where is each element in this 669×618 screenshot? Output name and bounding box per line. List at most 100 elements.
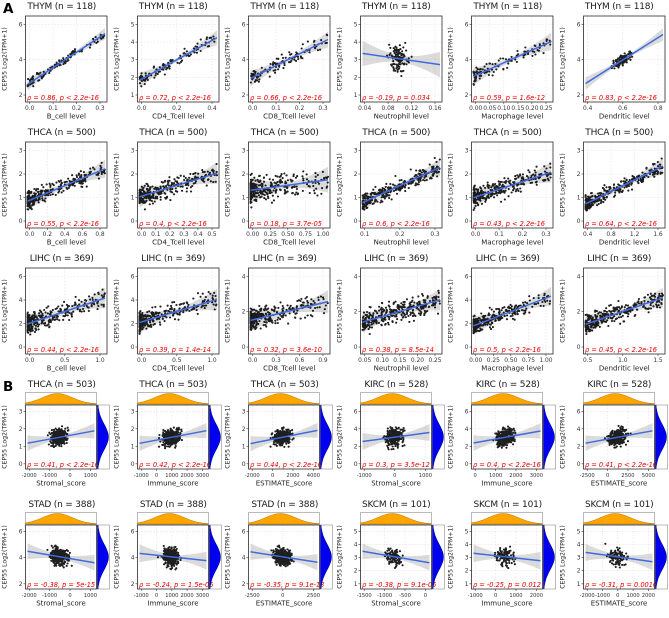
panel-border (471, 15, 554, 103)
panel-border (248, 267, 331, 355)
y-tick-label: 3 (353, 556, 357, 562)
y-tick-label: 2 (465, 172, 469, 178)
x-tick-label: 2500 (621, 473, 634, 479)
y-tick-label: 2 (576, 172, 580, 178)
x-tick-label: 0.4 (583, 106, 593, 112)
x-tick-label: 0.0 (25, 106, 35, 112)
y-tick-label: 1 (19, 444, 23, 450)
x-tick-label: 0.15 (511, 106, 524, 112)
y-tick-label: 4 (465, 427, 469, 433)
x-tick-label: 0.4 (60, 232, 70, 238)
plot-title: THYM (n = 118) (27, 2, 97, 12)
x-tick-label: 2000 (530, 593, 543, 599)
x-tick-label: 1.0 (95, 358, 105, 364)
y-tick-label: 0 (242, 462, 246, 468)
y-tick-label: 6 (576, 409, 580, 415)
y-tick-label: 5 (353, 23, 357, 29)
x-tick-label: 0.15 (393, 358, 406, 364)
panel-a-grid: THYM (n = 118) ρ = 0.86, p < 2.2e-16 0.0 0.… (2, 0, 665, 373)
x-tick-label: 0.0 (25, 232, 35, 238)
regression-line (473, 40, 552, 78)
y-tick-label: 2 (19, 322, 23, 328)
x-axis-label: Macrophage level (481, 239, 543, 247)
panel-border (248, 15, 331, 103)
regression-line (361, 166, 440, 204)
plot-b-27-estimate-score: STAD (n = 388) ρ = -0.35, p = 9.1e-13 -250… (223, 498, 335, 618)
regression-line (250, 178, 329, 192)
data-points (26, 161, 106, 211)
regression-line (27, 168, 106, 202)
x-tick-label: 0 (423, 593, 426, 599)
y-axis-label: CEP55 Log2(TPM+1) (448, 525, 455, 589)
y-tick-label: 2 (130, 322, 134, 328)
y-tick-label: 6 (242, 529, 246, 535)
plot-title: STAD (n = 388) (251, 500, 319, 510)
y-tick-label: 2 (353, 444, 357, 450)
plot-b-24-estimate-score: KIRC (n = 528) ρ = 0.41, p < 2.2e-16 -2500… (558, 378, 669, 498)
y-tick-label: 2 (19, 172, 23, 178)
regression-line (138, 429, 207, 445)
x-axis-label: ESTIMATE_score (590, 600, 647, 608)
y-tick-label: 6 (19, 275, 23, 281)
panel-border (248, 404, 320, 470)
plot-a-11-macrophage-level: THCA (n = 500) ρ = 0.43, p < 2.2e-16 0.0 0.… (446, 126, 558, 252)
x-tick-label: 0.20 (525, 106, 538, 112)
scatter-svg: ρ = -0.24, p = 1.5e-06 -1000 0 1000 2000 3000… (113, 512, 222, 608)
x-tick-label: 0.10 (375, 358, 388, 364)
y-tick-label: 2 (242, 172, 246, 178)
y-axis-label: CEP55 Log2(TPM+1) (225, 279, 232, 343)
x-tick-label: 0.1 (151, 232, 161, 238)
scatter-svg: ρ = 0.41, p < 2.2e-16 -2500 0 2500 5000 0 2 4 6 E… (559, 392, 668, 488)
plot-title: LIHC (n = 369) (364, 254, 429, 264)
x-tick-label: -2000 (22, 593, 37, 599)
y-tick-label: 3 (465, 556, 469, 562)
scatter-svg: ρ = 0.86, p < 2.2e-16 0.0 0.1 0.2 0.3 2 4 6 B_ce… (2, 15, 108, 121)
scatter-svg: ρ = -0.38, p = 5e-15 -2000 -1000 0 1000 2 4 6 St… (2, 512, 110, 608)
y-tick-label: 0 (465, 462, 469, 468)
right-density (320, 404, 332, 470)
plot-b-28-stromal-score: SKCM (n = 101) ρ = -0.38, p = 9.1e-05 -150… (335, 498, 447, 618)
x-tick-label: 0 (616, 593, 619, 599)
regression-line (584, 430, 653, 444)
scatter-svg: ρ = 0.6, p < 2.2e-16 0.1 0.2 0.3 0 1 2 3 Neutrop… (336, 141, 442, 247)
panel-border (25, 524, 97, 590)
x-tick-label: 0.5 (60, 358, 70, 364)
y-tick-label: 6 (19, 23, 23, 29)
y-tick-label: 2 (130, 582, 134, 588)
x-tick-label: 0.0 (248, 106, 258, 112)
x-tick-label: 0.5 (207, 232, 217, 238)
y-axis-label: CEP55 Log2(TPM+1) (2, 279, 9, 343)
y-tick-label: 3 (576, 149, 580, 155)
x-tick-label: 0.3 (541, 232, 551, 238)
x-axis-label: Macrophage level (481, 365, 543, 373)
plot-a-2-cd4-tcell-level: THYM (n = 118) ρ = 0.72, p < 2.2e-16 0.0 0.… (112, 0, 224, 126)
y-tick-label: 3 (130, 58, 134, 64)
x-tick-label: 0.3 (179, 232, 189, 238)
x-tick-label: -2500 (245, 593, 260, 599)
x-tick-label: 0.2 (518, 232, 528, 238)
x-tick-label: 0 (154, 593, 157, 599)
x-tick-label: 0.1 (48, 106, 58, 112)
x-axis-label: Neutrophil level (373, 113, 428, 121)
y-tick-label: 2 (576, 310, 580, 316)
y-tick-label: 0 (576, 462, 580, 468)
x-tick-label: 1000 (84, 473, 97, 479)
stats-text: ρ = -0.31, p = 0.0016 (585, 581, 657, 589)
regression-line (250, 551, 318, 564)
y-tick-label: 6 (130, 529, 134, 535)
right-density (320, 524, 332, 590)
x-tick-label: 0.8 (95, 232, 105, 238)
x-axis-label: CD8_Tcell level (263, 365, 315, 373)
y-tick-label: 1 (576, 582, 580, 588)
plot-b-30-estimate-score: SKCM (n = 101) ρ = -0.31, p = 0.0016 -2000… (558, 498, 669, 618)
top-density (471, 393, 543, 405)
y-axis-label: CEP55 Log2(TPM+1) (113, 405, 120, 469)
stats-text: ρ = 0.44, p < 2.2e-16 (250, 461, 322, 469)
y-axis-label: CEP55 Log2(TPM+1) (2, 153, 9, 217)
top-density (25, 393, 97, 405)
right-density (654, 524, 667, 590)
x-tick-label: 0.16 (428, 106, 441, 112)
panel-border (359, 15, 442, 103)
stats-text: ρ = 0.45, p < 2.2e-16 (585, 346, 657, 354)
